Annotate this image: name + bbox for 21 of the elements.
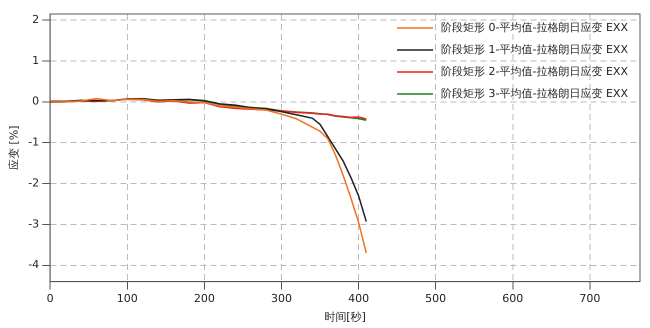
y-tick-label: 0	[32, 94, 40, 108]
x-tick-label: 400	[348, 292, 370, 306]
y-tick-label: -2	[28, 176, 40, 190]
x-tick-label: 700	[579, 292, 600, 306]
y-tick-label: -3	[28, 217, 40, 230]
x-tick-label: 300	[270, 292, 292, 306]
y-tick-label: 2	[32, 12, 40, 26]
y-axis-title: 应变 [%]	[7, 126, 20, 170]
legend-label: 阶段矩形 2-平均值-拉格朗日应变 EXX	[441, 64, 628, 78]
x-tick-label: 0	[46, 292, 54, 306]
legend-label: 阶段矩形 0-平均值-拉格朗日应变 EXX	[441, 20, 628, 34]
x-tick-label: 100	[116, 292, 138, 306]
y-tick-label: -4	[28, 258, 40, 272]
x-tick-label: 200	[194, 292, 215, 306]
y-tick-label: -1	[28, 136, 40, 149]
x-tick-label: 500	[425, 292, 446, 306]
x-tick-label: 600	[502, 292, 524, 306]
y-tick-label: 1	[32, 54, 40, 67]
x-axis-title: 时间[秒]	[324, 310, 366, 324]
legend-label: 阶段矩形 3-平均值-拉格朗日应变 EXX	[441, 86, 628, 100]
legend-label: 阶段矩形 1-平均值-拉格朗日应变 EXX	[441, 42, 628, 56]
